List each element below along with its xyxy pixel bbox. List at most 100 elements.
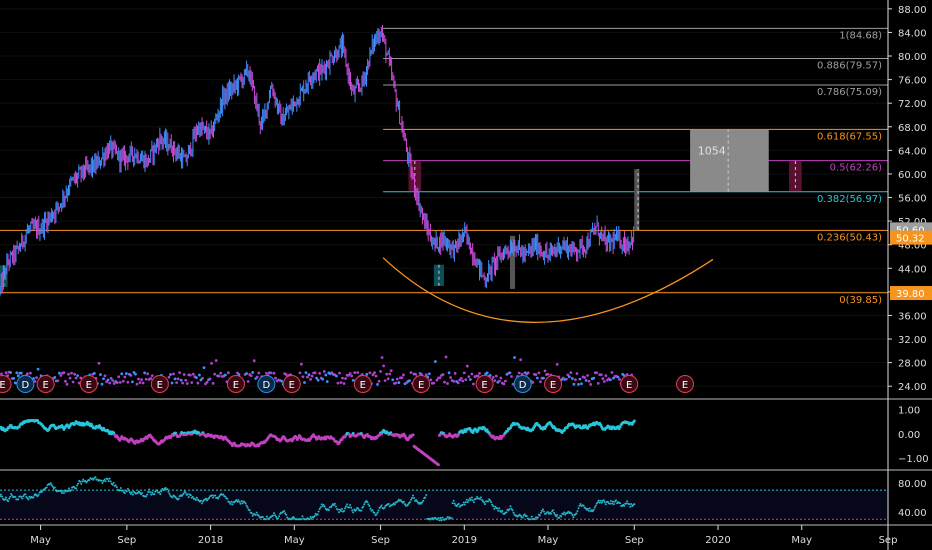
volume-dot (380, 356, 384, 359)
fibonacci-retracement[interactable]: 1(84.68) 0.886(79.57) 0.786(75.09) 0.618(67… (0, 27, 888, 306)
oscillator-dot (571, 513, 574, 516)
oscillator-dot (586, 507, 589, 510)
volume-dot (115, 381, 119, 384)
volume-dot (468, 378, 472, 381)
oscillator-dot (77, 482, 80, 485)
oscillator-dot (317, 510, 320, 513)
volume-dot (374, 374, 378, 378)
highlight-zones (0, 129, 802, 289)
volume-dot (79, 376, 83, 380)
oscillator-dot (383, 506, 386, 509)
oscillator-dot (411, 433, 415, 437)
oscillator-dot (62, 492, 65, 495)
oscillator-dot (626, 500, 629, 503)
volume-dot (280, 379, 284, 383)
volume-dot (397, 381, 401, 384)
volume-dot (182, 373, 186, 376)
oscillator-dot (452, 499, 455, 502)
oscillator-dot (171, 496, 174, 499)
volume-dot (57, 371, 61, 375)
oscillator-dot (24, 493, 27, 496)
event-marker-label: E (43, 380, 49, 391)
oscillator-dot (245, 504, 248, 507)
volume-dot (602, 380, 606, 383)
oscillator-dot (68, 487, 71, 490)
oscillator-dot (114, 484, 117, 487)
oscillator-dot (608, 502, 611, 505)
volume-dot (146, 372, 150, 376)
price-candles (0, 24, 635, 296)
volume-dot (574, 378, 577, 382)
oscillator-dot (360, 509, 363, 512)
oscillator-dot (167, 490, 170, 493)
fib-level-label: 0.786(75.09) (817, 87, 882, 98)
volume-dot (485, 371, 489, 375)
volume-dot (169, 373, 172, 376)
volume-dot (201, 376, 204, 380)
oscillator-dot (588, 507, 591, 510)
oscillator-dot (153, 493, 156, 496)
rounding-bottom-arc[interactable] (382, 257, 714, 324)
oscillator-dot (119, 486, 122, 489)
volume-dot (435, 378, 439, 382)
time-axis[interactable]: May Sep 2018 May Sep 2019 May Sep 2020 May Sep (30, 525, 897, 546)
volume-dot (438, 376, 442, 380)
volume-dot (325, 380, 329, 383)
volume-dot (383, 379, 387, 383)
oscillator-dot (195, 496, 198, 499)
oscillator-dot (530, 515, 533, 518)
volume-dot (131, 380, 134, 384)
volume-dot (33, 379, 37, 383)
price-axis[interactable]: 24.0028.0032.0036.0040.0044.0048.0052.00… (887, 0, 932, 550)
oscillator-dot (366, 501, 369, 504)
volume-dot (456, 381, 460, 385)
volume-dot (16, 374, 20, 378)
oscillator-dot (368, 504, 371, 507)
volume-dot (461, 379, 465, 383)
event-marker-label: E (289, 380, 295, 391)
oscillator-dot (346, 503, 349, 506)
volume-dot (531, 381, 535, 384)
oscillator-dot (284, 512, 287, 515)
volume-dot (284, 373, 288, 376)
oscillator-dot (59, 490, 62, 493)
volume-dot (497, 379, 501, 383)
volume-dot (172, 372, 175, 376)
oscillator-dot (224, 495, 227, 498)
event-marker-label: E (86, 380, 92, 391)
volume-dot (371, 373, 375, 377)
volume-dot (211, 381, 215, 385)
oscillator-dot (463, 503, 466, 506)
volume-dot (499, 376, 503, 380)
oscillator-1-pane (0, 419, 636, 467)
oscillator-dot (130, 491, 133, 494)
oscillator-dot (587, 509, 590, 512)
oscillator-dot (334, 505, 337, 508)
oscillator-dot (211, 494, 214, 497)
oscillator-dot (128, 491, 131, 494)
volume-dot (111, 379, 115, 382)
volume-dot (190, 381, 194, 384)
oscillator-dot (479, 498, 482, 501)
oscillator-dot (10, 492, 13, 495)
time-tick-label: Sep (117, 535, 136, 546)
oscillator-dot (556, 514, 559, 517)
volume-dot (272, 371, 276, 375)
oscillator-dot (177, 497, 180, 500)
oscillator-dot (141, 492, 144, 495)
volume-dot (616, 375, 620, 379)
event-marker (282, 375, 301, 393)
volume-dot (578, 377, 582, 381)
oscillator-dot (630, 503, 633, 506)
oscillator-dot (472, 501, 475, 504)
price-tick-label: 48.00 (898, 241, 927, 252)
oscillator-dot (151, 491, 154, 494)
oscillator-dot (149, 491, 152, 494)
volume-dot (185, 382, 189, 385)
event-marker (544, 375, 563, 393)
volume-dot (382, 364, 386, 368)
volume-dot (306, 375, 309, 379)
oscillator-dot (376, 511, 379, 514)
